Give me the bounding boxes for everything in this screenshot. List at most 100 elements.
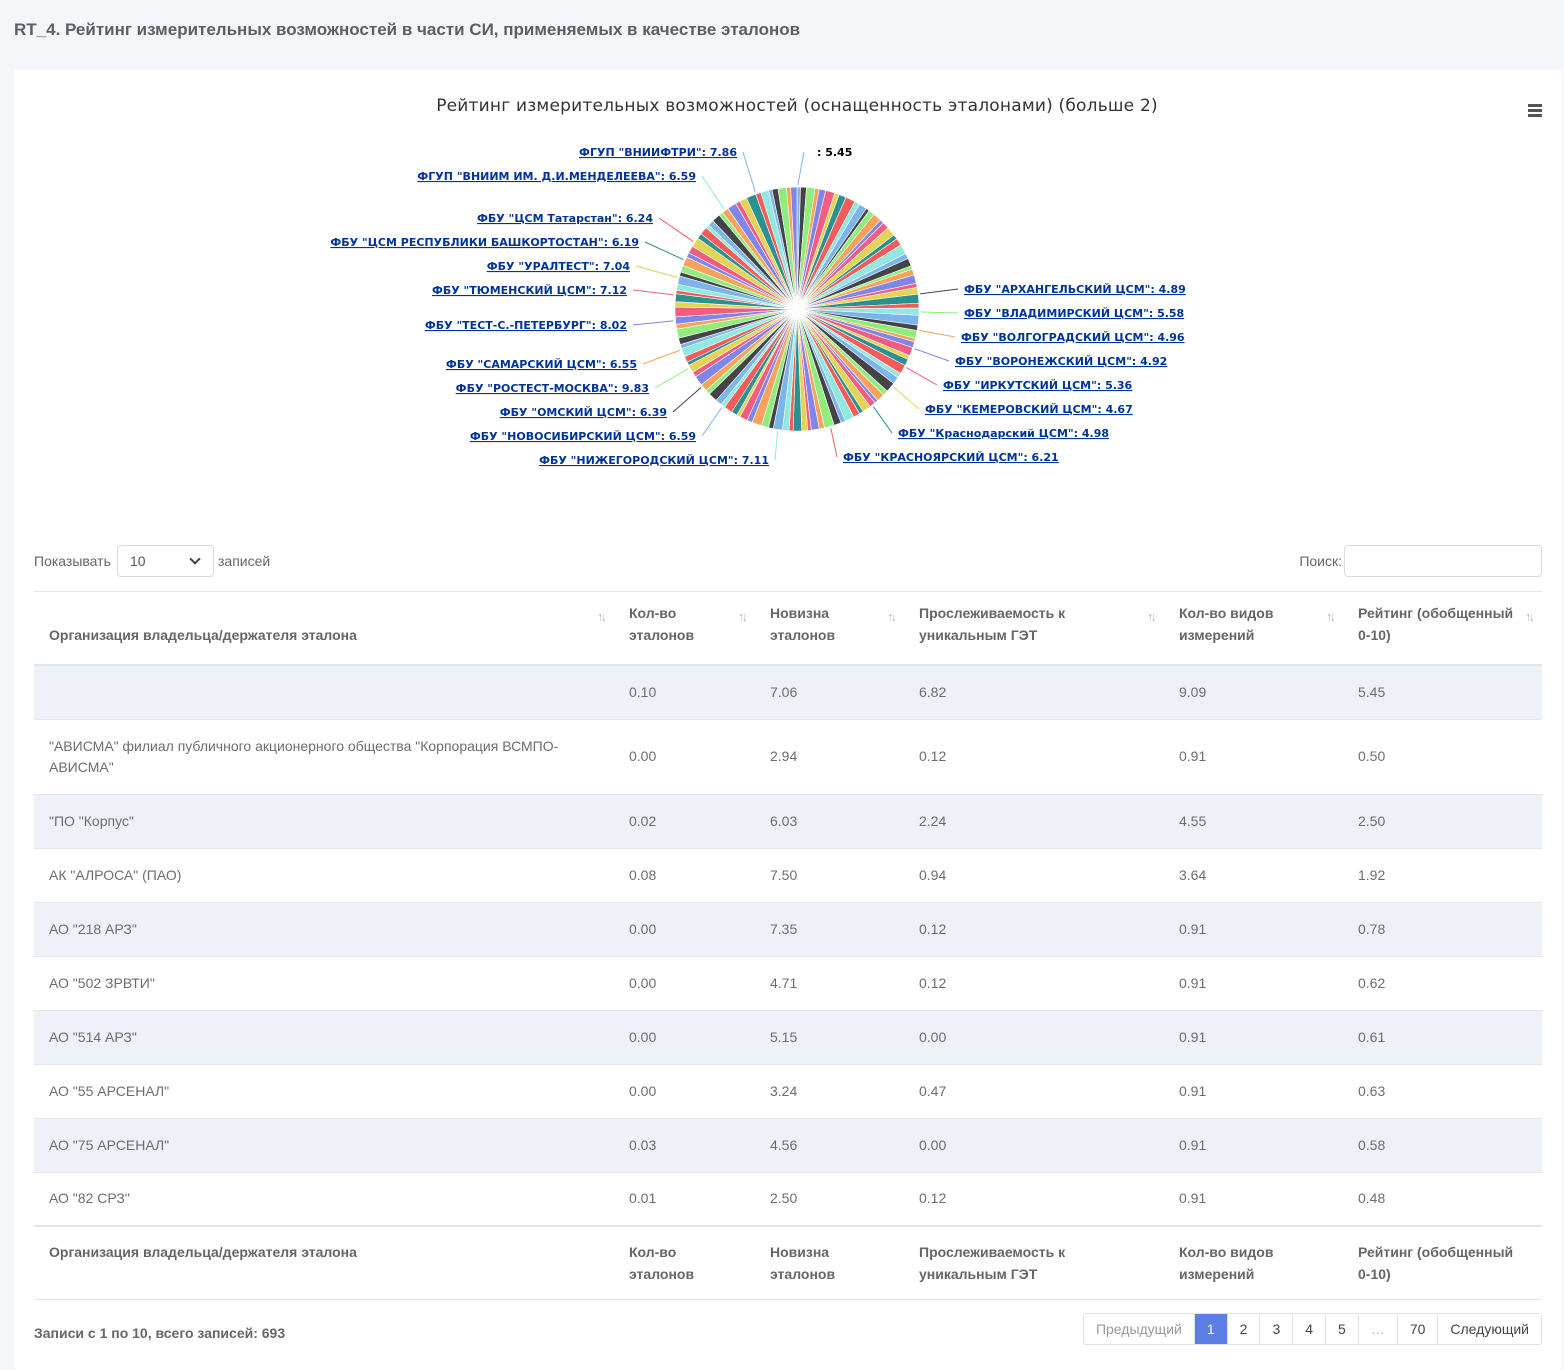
pie-slice[interactable] <box>790 186 798 310</box>
pie-connector <box>701 407 723 437</box>
pie-connector <box>635 265 678 278</box>
pie-connector <box>919 329 956 338</box>
pie-label[interactable]: ФБУ "НОВОСИБИРСКИЙ ЦСМ": 6.59 <box>470 430 696 443</box>
records-label: записей <box>218 553 271 569</box>
pie-label[interactable]: ФБУ "РОСТЕСТ-МОСКВА": 9.83 <box>456 382 649 395</box>
report-card: Рейтинг измерительных возможностей (осна… <box>14 70 1562 1370</box>
pie-label[interactable]: ФБУ "ВОЛГОГРАДСКИЙ ЦСМ": 4.96 <box>961 331 1185 344</box>
table-row: АО "218 АРЗ" 0.00 7.35 0.12 0.91 0.78 <box>34 901 1542 956</box>
page-button-5[interactable]: 5 <box>1325 1314 1358 1344</box>
table-cell: 7.35 <box>755 901 904 956</box>
table-cell: 0.94 <box>904 847 1164 902</box>
table-cell: 0.91 <box>1164 1117 1343 1172</box>
pie-connector <box>830 428 838 458</box>
footer-col-novelty: Новизна эталонов <box>755 1225 904 1300</box>
table-cell: АО "75 АРСЕНАЛ" <box>34 1117 614 1172</box>
pie-svg: : 5.45 ФБУ "АРХАНГЕЛЬСКИЙ ЦСМ": 4.89 ФБУ "… <box>330 146 1186 467</box>
pie-connector <box>742 151 756 193</box>
col-header-rating[interactable]: Рейтинг (обобщенный 0-10) ↑↓ <box>1343 591 1542 666</box>
page-size-select[interactable]: 10 <box>117 545 214 577</box>
table-cell: 3.64 <box>1164 847 1343 902</box>
pie-label[interactable]: : 5.45 <box>817 146 852 159</box>
table-cell: 0.91 <box>1164 1063 1343 1118</box>
table-cell: 0.00 <box>904 1009 1164 1064</box>
table-cell: 0.91 <box>1164 901 1343 956</box>
table-row: "АВИСМА" филиал публичного акционерного … <box>34 718 1542 794</box>
pie-label[interactable]: ФБУ "УРАЛТЕСТ": 7.04 <box>487 260 631 273</box>
pie-label[interactable]: ФБУ "ИРКУТСКИЙ ЦСМ": 5.36 <box>943 379 1133 392</box>
table-cell: "АВИСМА" филиал публичного акционерного … <box>34 718 614 794</box>
table-cell: АО "55 АРСЕНАЛ" <box>34 1063 614 1118</box>
pie-label[interactable]: ФБУ "Краснодарский ЦСМ": 4.98 <box>898 427 1109 440</box>
ratings-table: Организация владельца/держателя эталона ↑… <box>34 591 1542 1300</box>
table-cell: 0.50 <box>1343 718 1542 794</box>
pie-label[interactable]: ФГУП "ВНИИМ ИМ. Д.И.МЕНДЕЛЕЕВА": 6.59 <box>417 170 696 183</box>
pie-label[interactable]: ФБУ "КЕМЕРОВСКИЙ ЦСМ": 4.67 <box>925 403 1133 416</box>
table-cell: 0.12 <box>904 955 1164 1010</box>
table-cell: АО "82 СРЗ" <box>34 1171 614 1226</box>
sort-icon: ↑↓ <box>597 609 607 624</box>
pie-connector <box>893 386 920 410</box>
pie-label[interactable]: ФБУ "ВОРОНЕЖСКИЙ ЦСМ": 4.92 <box>955 355 1167 368</box>
search-input[interactable] <box>1344 545 1542 577</box>
page-size-value: 10 <box>130 553 146 569</box>
pie-label[interactable]: ФБУ "ВЛАДИМИРСКИЙ ЦСМ": 5.58 <box>964 307 1184 320</box>
page-button-3[interactable]: 3 <box>1259 1314 1293 1344</box>
table-cell <box>34 664 614 719</box>
pie-label[interactable]: ФБУ "ЦСМ Татарстан": 6.24 <box>477 212 653 225</box>
page-button-1[interactable]: 1 <box>1193 1314 1227 1344</box>
table-cell: 9.09 <box>1164 664 1343 719</box>
page-button-4[interactable]: 4 <box>1292 1314 1326 1344</box>
table-cell: 0.91 <box>1164 955 1343 1010</box>
table-cell: 2.50 <box>755 1171 904 1226</box>
table-cell: 0.10 <box>614 664 755 719</box>
prev-page-button[interactable]: Предыдущий <box>1083 1314 1194 1344</box>
pie-label[interactable]: ФБУ "ОМСКИЙ ЦСМ": 6.39 <box>500 406 667 419</box>
pie-connector <box>658 217 694 242</box>
pie-label[interactable]: ФГУП "ВНИИФТРИ": 7.86 <box>579 146 737 159</box>
pie-label[interactable]: ФБУ "ТЕСТ-С.-ПЕТЕРБУРГ": 8.02 <box>425 319 627 332</box>
pie-label[interactable]: ФБУ "САМАРСКИЙ ЦСМ": 6.55 <box>446 358 637 371</box>
table-cell: 1.92 <box>1343 847 1542 902</box>
col-header-traceability[interactable]: Прослеживаемость к уникальным ГЭТ ↑↓ <box>904 591 1164 666</box>
table-row: АО "514 АРЗ" 0.00 5.15 0.00 0.91 0.61 <box>34 1009 1542 1064</box>
page-button-70[interactable]: 70 <box>1396 1314 1438 1344</box>
table-cell: 3.24 <box>755 1063 904 1118</box>
table-cell: 0.91 <box>1164 718 1343 794</box>
table-header-row: Организация владельца/держателя эталона ↑… <box>34 591 1542 666</box>
footer-col-measurement-types: Кол-во видов измерений <box>1164 1225 1343 1300</box>
pie-chart: Рейтинг измерительных возможностей (осна… <box>14 70 1562 530</box>
table-cell: 5.15 <box>755 1009 904 1064</box>
pie-connector <box>642 349 681 365</box>
next-page-button[interactable]: Следующий <box>1437 1314 1541 1344</box>
col-header-organization[interactable]: Организация владельца/держателя эталона ↑… <box>34 591 614 666</box>
pie-connector <box>672 387 702 413</box>
table-cell: 0.03 <box>614 1117 755 1172</box>
pie-label[interactable]: ФБУ "КРАСНОЯРСКИЙ ЦСМ": 6.21 <box>843 451 1059 464</box>
table-footer-row: Организация владельца/держателя эталона … <box>34 1225 1542 1300</box>
table-cell: "ПО "Корпус" <box>34 793 614 848</box>
sort-icon: ↑↓ <box>1326 609 1336 624</box>
chart-menu-icon[interactable] <box>1528 104 1542 118</box>
pie-label[interactable]: ФБУ "ТЮМЕНСКИЙ ЦСМ": 7.12 <box>432 284 627 297</box>
table-cell: 0.78 <box>1343 901 1542 956</box>
sort-icon: ↑↓ <box>1147 609 1157 624</box>
col-header-novelty[interactable]: Новизна эталонов ↑↓ <box>755 591 904 666</box>
table-cell: 2.50 <box>1343 793 1542 848</box>
pie-label[interactable]: ФБУ "ЦСМ РЕСПУБЛИКИ БАШКОРТОСТАН": 6.19 <box>330 236 639 249</box>
pie-label[interactable]: ФБУ "АРХАНГЕЛЬСКИЙ ЦСМ": 4.89 <box>964 283 1186 296</box>
table-cell: 0.48 <box>1343 1171 1542 1226</box>
page-button-2[interactable]: 2 <box>1226 1314 1260 1344</box>
table-cell: 7.06 <box>755 664 904 719</box>
pie-label[interactable]: ФБУ "НИЖЕГОРОДСКИЙ ЦСМ": 7.11 <box>539 454 769 467</box>
table-cell: 4.55 <box>1164 793 1343 848</box>
sort-icon: ↑↓ <box>1525 609 1535 624</box>
table-cell: 0.00 <box>614 955 755 1010</box>
col-header-measurement-types[interactable]: Кол-во видов измерений ↑↓ <box>1164 591 1343 666</box>
pie-connector <box>920 311 959 314</box>
table-cell: 0.91 <box>1164 1009 1343 1064</box>
pagination: Предыдущий 1 2 3 4 5 … 70 Следующий <box>1082 1313 1542 1345</box>
col-header-count[interactable]: Кол-во эталонов ↑↓ <box>614 591 755 666</box>
table-cell: 0.47 <box>904 1063 1164 1118</box>
pie-connector <box>906 367 938 386</box>
